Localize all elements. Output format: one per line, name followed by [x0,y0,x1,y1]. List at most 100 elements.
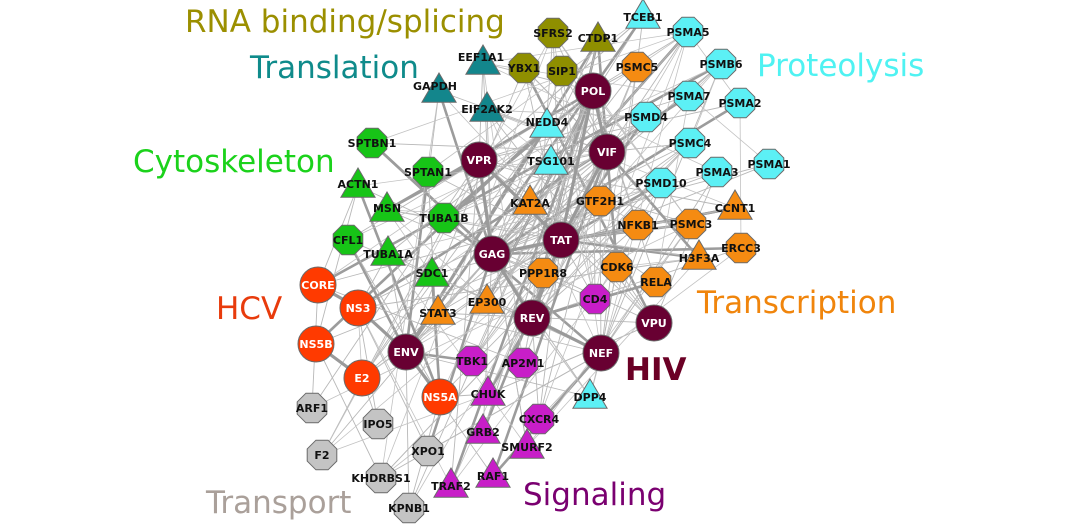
edge-PSMD4-KAT2A [529,116,647,204]
edge-ACTN1-NS5B [315,185,359,345]
edge-KPNB1-ENV [405,351,410,509]
node-shape-ipo5 [362,408,394,440]
edge-KHDRBS1-NS5B [315,343,382,479]
node-label-ns5b: NS5B [299,338,332,351]
edge-TUBA1B-VIF [443,151,608,219]
edge-PSMA5-VIF [606,31,689,153]
edge-YBX1-TAT [523,67,562,241]
node-shape-eif2ak2 [469,91,505,122]
node-shape-sfrs2 [537,17,569,49]
node-label-psma7: PSMA7 [667,90,710,103]
edge-PSMD10-POL [592,90,662,184]
node-shape-psma2 [724,87,756,119]
node-label-tat: TAT [550,234,572,247]
node-gag: GAG [473,235,511,273]
edge-SPTAN1-ENV [404,170,430,354]
node-raf1: RAF1 [475,457,511,488]
node-label-f2: F2 [314,449,329,462]
node-eif2ak2: EIF2AK2 [461,91,513,122]
node-shape-psmc3 [675,208,707,240]
node-shape-traf2 [433,467,469,498]
node-label-psmc5: PSMC5 [616,61,659,74]
node-shape-e2 [343,359,381,397]
node-label-tceb1: TCEB1 [623,11,662,24]
node-vpu: VPU [635,304,673,342]
edge-TUBA1B-TSG101 [443,162,552,219]
node-label-vif: VIF [597,146,617,159]
node-core: CORE [299,266,337,304]
node-psmc3: PSMC3 [670,208,712,240]
node-label-gapdh: GAPDH [413,80,457,93]
node-shape-rela [640,266,672,298]
node-cxcr4: CXCR4 [519,403,560,435]
node-shape-rev [513,299,551,337]
node-label-tuba1a: TUBA1A [363,248,413,261]
node-ercc3: ERCC3 [721,232,761,264]
node-label-smurf2: SMURF2 [501,441,552,454]
node-shape-cxcr4 [523,403,555,435]
group-title-transport: Transport [205,485,351,521]
edge-EEF1A1-POL [482,62,594,92]
node-shape-actn1 [340,167,376,198]
node-nef: NEF [582,334,620,372]
edge-EIF2AK2-GTF2H1 [486,109,601,202]
node-sip1: SIP1 [546,55,578,87]
node-label-sptan1: SPTAN1 [404,166,452,179]
edge-TUBA1A-SMURF2 [387,253,528,448]
node-shape-sptbn1 [356,127,388,159]
node-label-rev: REV [520,312,545,325]
node-tuba1b: TUBA1B [419,202,469,234]
node-label-ns3: NS3 [346,302,371,315]
node-label-ccnt1: CCNT1 [715,202,756,215]
node-label-vpu: VPU [641,317,667,330]
group-title-hcv: HCV [216,291,282,327]
node-label-ppp1r8: PPP1R8 [519,267,567,280]
node-label-psmb6: PSMB6 [700,58,743,71]
node-psma7: PSMA7 [667,80,711,112]
node-shape-h3f3a [681,239,717,270]
node-label-vpr: VPR [466,154,492,167]
node-shape-ybx1 [508,52,540,84]
node-label-xpo1: XPO1 [411,445,445,458]
node-tsg101: TSG101 [527,144,575,175]
node-ns5a: NS5A [421,378,459,416]
edge-SPTBN1-GAG [370,141,494,256]
edge-CHUK-F2 [321,393,489,456]
node-label-chuk: CHUK [471,388,506,401]
node-rev: REV [513,299,551,337]
node-shape-ep300 [469,283,505,314]
node-label-ep300: EP300 [468,296,507,309]
group-title-transcription: Transcription [696,285,896,321]
edge-CHUK-PPP1R8 [487,272,544,395]
node-label-dpp4: DPP4 [574,391,607,404]
node-ns3: NS3 [339,289,377,327]
node-tuba1a: TUBA1A [363,235,413,266]
node-gtf2h1: GTF2H1 [576,185,624,217]
node-shape-cdk6 [601,251,633,283]
node-psma5: PSMA5 [666,16,710,48]
edge-XPO1-NS3 [357,307,429,452]
edge-PSMA1-PSMA7 [688,95,770,165]
node-chuk: CHUK [470,375,506,406]
edge-TAT-VPR [477,158,563,242]
node-label-core: CORE [301,279,334,292]
node-psmc5: PSMC5 [616,51,659,83]
node-shape-sdc1 [414,256,450,287]
node-pol: POL [574,72,612,110]
edge-PSMC3-SMURF2 [526,223,692,448]
edge-CFL1-VPR [347,159,480,241]
group-title-translation: Translation [249,50,419,86]
node-label-sdc1: SDC1 [416,267,449,280]
node-e2: E2 [343,359,381,397]
edge-CD4-PSMD10 [594,182,662,300]
node-shape-pol [574,72,612,110]
group-titles: RNA binding/splicing Translation Proteol… [133,4,924,521]
node-shape-ppp1r8 [527,257,559,289]
node-label-ap2m1: AP2M1 [502,357,545,370]
node-psmc4: PSMC4 [669,127,712,159]
edge-SPTAN1-TAT [427,171,562,241]
node-shape-ccnt1 [717,189,753,220]
node-shape-psma7 [673,80,705,112]
node-shape-arf1 [296,392,328,424]
node-env: ENV [387,333,425,371]
